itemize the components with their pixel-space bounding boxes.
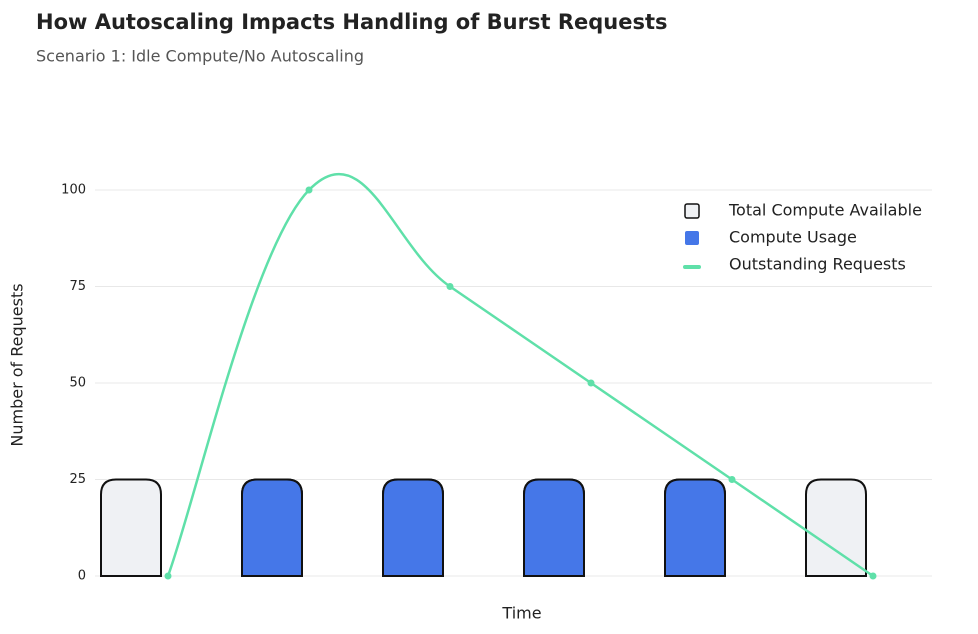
chart-title: How Autoscaling Impacts Handling of Burs…: [36, 10, 668, 34]
y-tick-label: 50: [69, 376, 86, 391]
point: [164, 572, 172, 580]
bar: [664, 478, 726, 577]
chart-subtitle: Scenario 1: Idle Compute/No Autoscaling: [36, 47, 364, 66]
y-tick-label: 25: [69, 472, 86, 487]
legend-swatch: [684, 203, 700, 219]
legend-label: Compute Usage: [729, 228, 857, 247]
y-tick-label: 75: [69, 279, 86, 294]
point: [446, 283, 454, 290]
x-axis-label: Time: [501, 604, 541, 623]
bar: [805, 478, 867, 577]
bar: [100, 478, 162, 577]
point: [587, 379, 595, 387]
bar: [241, 478, 303, 577]
legend-label: Total Compute Available: [728, 201, 922, 220]
bar: [523, 478, 585, 577]
point: [305, 186, 313, 194]
y-tick-label: 0: [78, 569, 86, 584]
bar: [382, 478, 444, 577]
legend-label: Outstanding Requests: [729, 255, 906, 274]
point: [728, 476, 736, 483]
legend-swatch: [685, 231, 699, 245]
y-axis-label: Number of Requests: [8, 283, 27, 446]
point: [869, 572, 877, 580]
y-tick-label: 100: [61, 183, 86, 198]
